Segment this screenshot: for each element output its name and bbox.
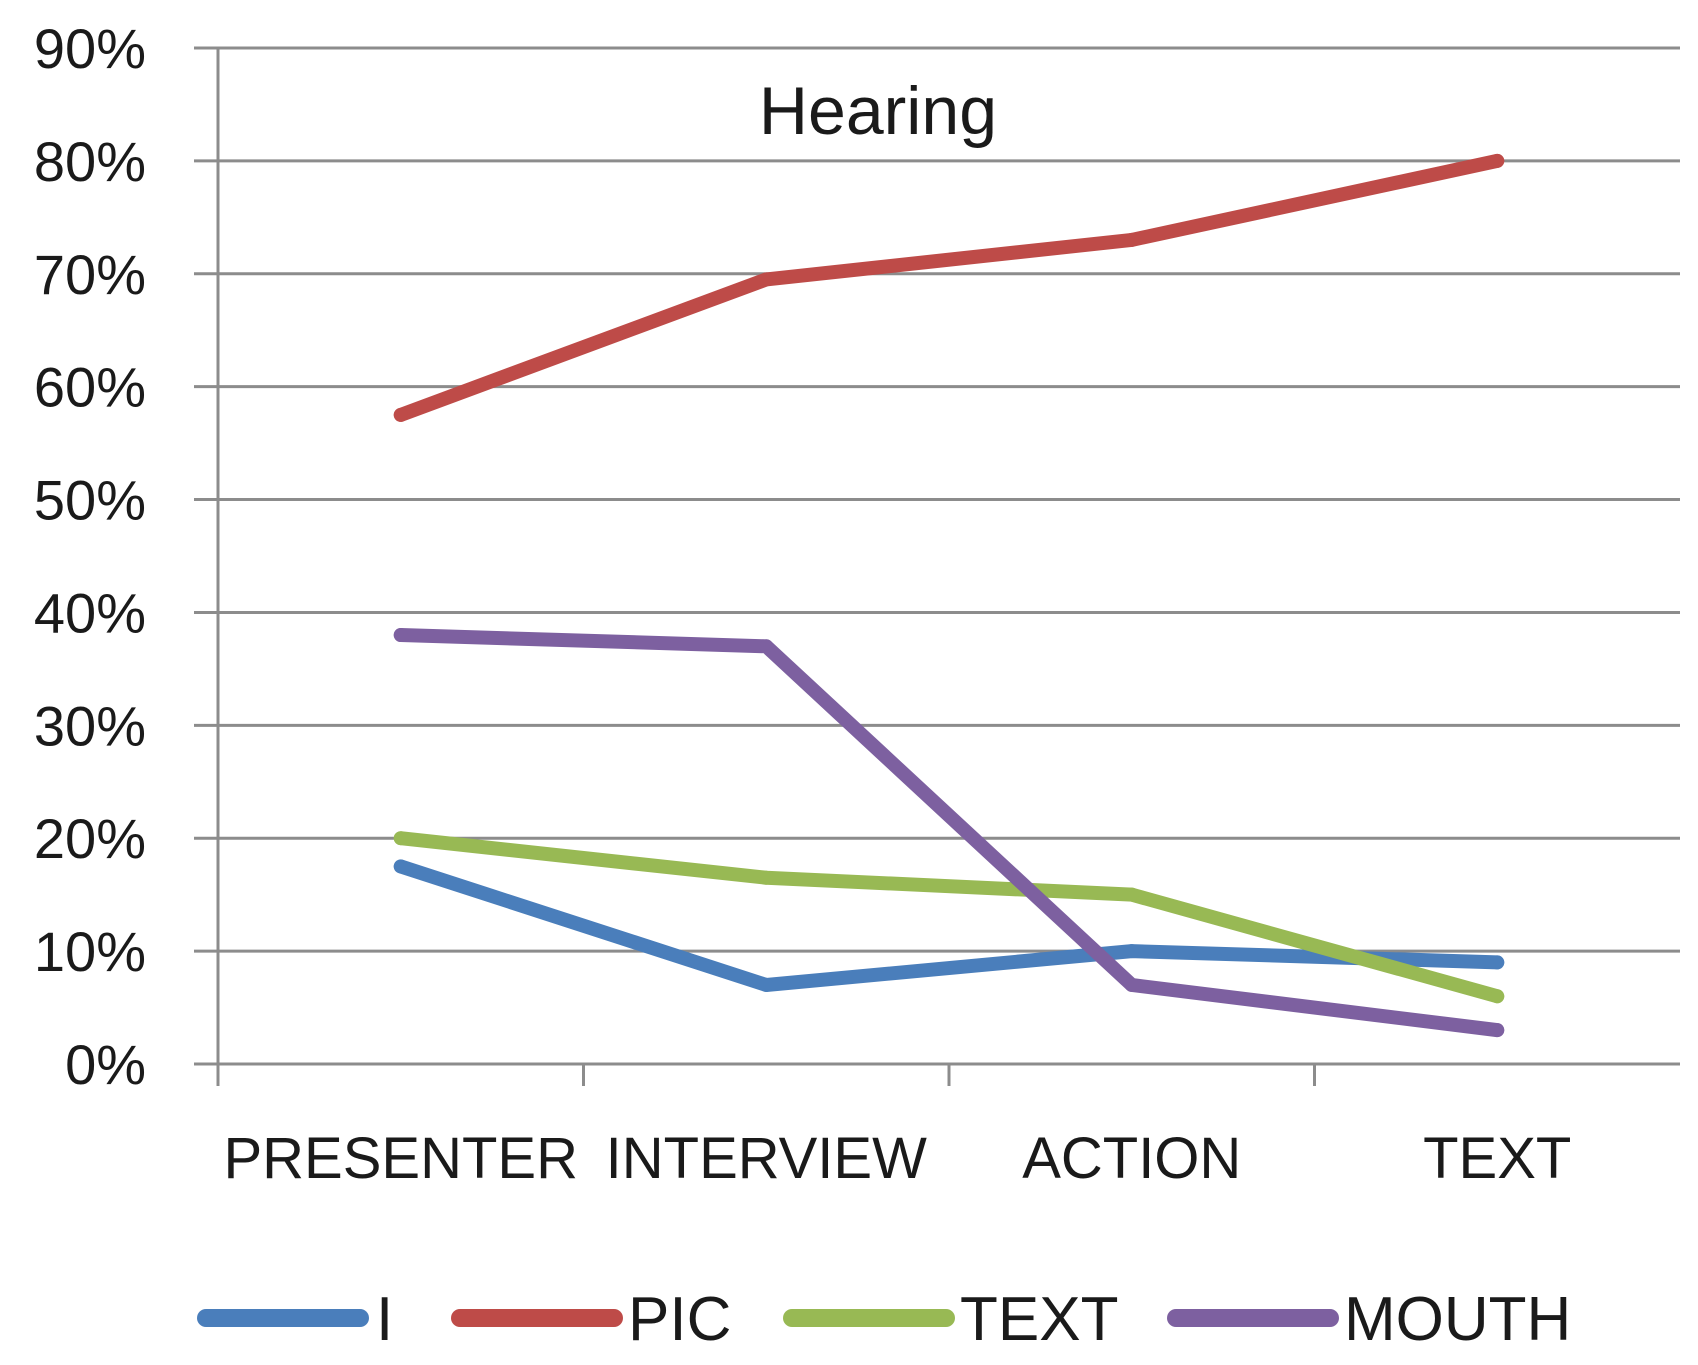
x-category-label: ACTION bbox=[1022, 1126, 1241, 1191]
series-line-i bbox=[393, 859, 1505, 992]
series-lines bbox=[393, 153, 1505, 1038]
chart-title: Hearing bbox=[759, 73, 997, 149]
y-tick-label: 70% bbox=[34, 243, 146, 306]
y-tick-label: 0% bbox=[65, 1033, 146, 1096]
axes bbox=[216, 48, 1316, 1086]
y-tick-label: 40% bbox=[34, 581, 146, 644]
series-line-pic bbox=[393, 153, 1505, 422]
data-point bbox=[1490, 1023, 1505, 1038]
legend: I PIC TEXT MOUTH bbox=[197, 1285, 1571, 1354]
series-line-mouth bbox=[393, 628, 1505, 1038]
data-point bbox=[393, 859, 408, 874]
data-point bbox=[759, 272, 774, 287]
data-point bbox=[759, 977, 774, 992]
data-point bbox=[1124, 944, 1139, 959]
gridlines bbox=[194, 46, 1680, 1066]
data-point bbox=[759, 870, 774, 885]
data-point bbox=[1490, 989, 1505, 1004]
series-line-text bbox=[393, 831, 1505, 1004]
y-tick-label: 60% bbox=[34, 356, 146, 419]
data-point bbox=[759, 639, 774, 654]
x-category-label: INTERVIEW bbox=[606, 1126, 927, 1191]
y-tick-label: 20% bbox=[34, 807, 146, 870]
category-labels: PRESENTER INTERVIEW ACTION TEXT bbox=[223, 1126, 1571, 1191]
data-point bbox=[393, 831, 408, 846]
data-point bbox=[1124, 887, 1139, 902]
data-point bbox=[393, 407, 408, 422]
legend-label: I bbox=[376, 1285, 393, 1354]
y-tick-label: 10% bbox=[34, 920, 146, 983]
data-point bbox=[1490, 153, 1505, 168]
x-category-label: PRESENTER bbox=[223, 1126, 578, 1191]
y-tick-label: 30% bbox=[34, 694, 146, 757]
legend-label: PIC bbox=[628, 1285, 731, 1354]
y-tick-label: 50% bbox=[34, 469, 146, 532]
data-point bbox=[1490, 955, 1505, 970]
legend-label: MOUTH bbox=[1344, 1285, 1571, 1354]
y-tick-label: 80% bbox=[34, 130, 146, 193]
y-tick-labels: 0% 10% 20% 30% 40% 50% 60% 70% 80% 90% bbox=[34, 17, 146, 1096]
data-point bbox=[1124, 977, 1139, 992]
data-point bbox=[393, 628, 408, 643]
x-category-label: TEXT bbox=[1423, 1126, 1571, 1191]
y-tick-label: 90% bbox=[34, 17, 146, 80]
legend-label: TEXT bbox=[960, 1285, 1118, 1354]
data-point bbox=[1124, 232, 1139, 247]
